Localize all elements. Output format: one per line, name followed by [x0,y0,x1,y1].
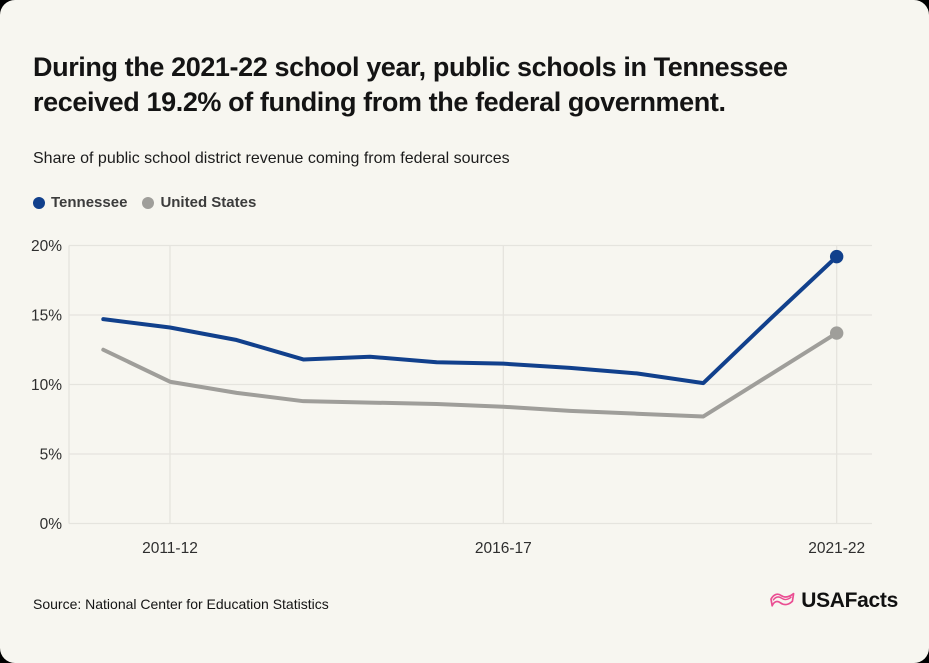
usafacts-logo-text: USAFacts [801,589,898,612]
legend-label-united-states: United States [160,194,257,211]
y-axis-tick-label: 5% [40,447,63,464]
y-axis-tick-label: 0% [40,516,63,533]
legend-item-tennessee: Tennessee [33,194,127,211]
legend-item-united-states: United States [142,194,256,211]
united-states-endpoint-marker [829,326,844,340]
y-axis-tick-label: 20% [31,238,62,255]
page-title-line2: received 19.2% of funding from the feder… [33,87,726,117]
page-title: During the 2021-22 school year, public s… [33,50,788,120]
tennessee-legend-dot-icon [33,196,45,209]
legend-label-tennessee: Tennessee [51,194,128,211]
chart-legend: Tennessee United States [33,194,256,211]
x-axis-tick-label: 2016-17 [475,540,532,557]
y-axis-tick-label: 10% [31,377,62,394]
chart-subtitle: Share of public school district revenue … [33,150,510,167]
tennessee-endpoint-marker [829,249,844,264]
united-states-line [101,331,839,419]
page-title-line1: During the 2021-22 school year, public s… [33,52,788,82]
usafacts-flag-icon [770,592,795,607]
usafacts-logo[interactable]: USAFacts [769,589,898,613]
y-axis-tick-label: 15% [31,308,62,325]
tennessee-line [101,254,839,386]
source-attribution: Source: National Center for Education St… [33,596,329,612]
x-axis-tick-label: 2021-22 [808,540,865,557]
x-axis-tick-label: 2011-12 [142,540,198,557]
united-states-legend-dot-icon [142,196,155,209]
